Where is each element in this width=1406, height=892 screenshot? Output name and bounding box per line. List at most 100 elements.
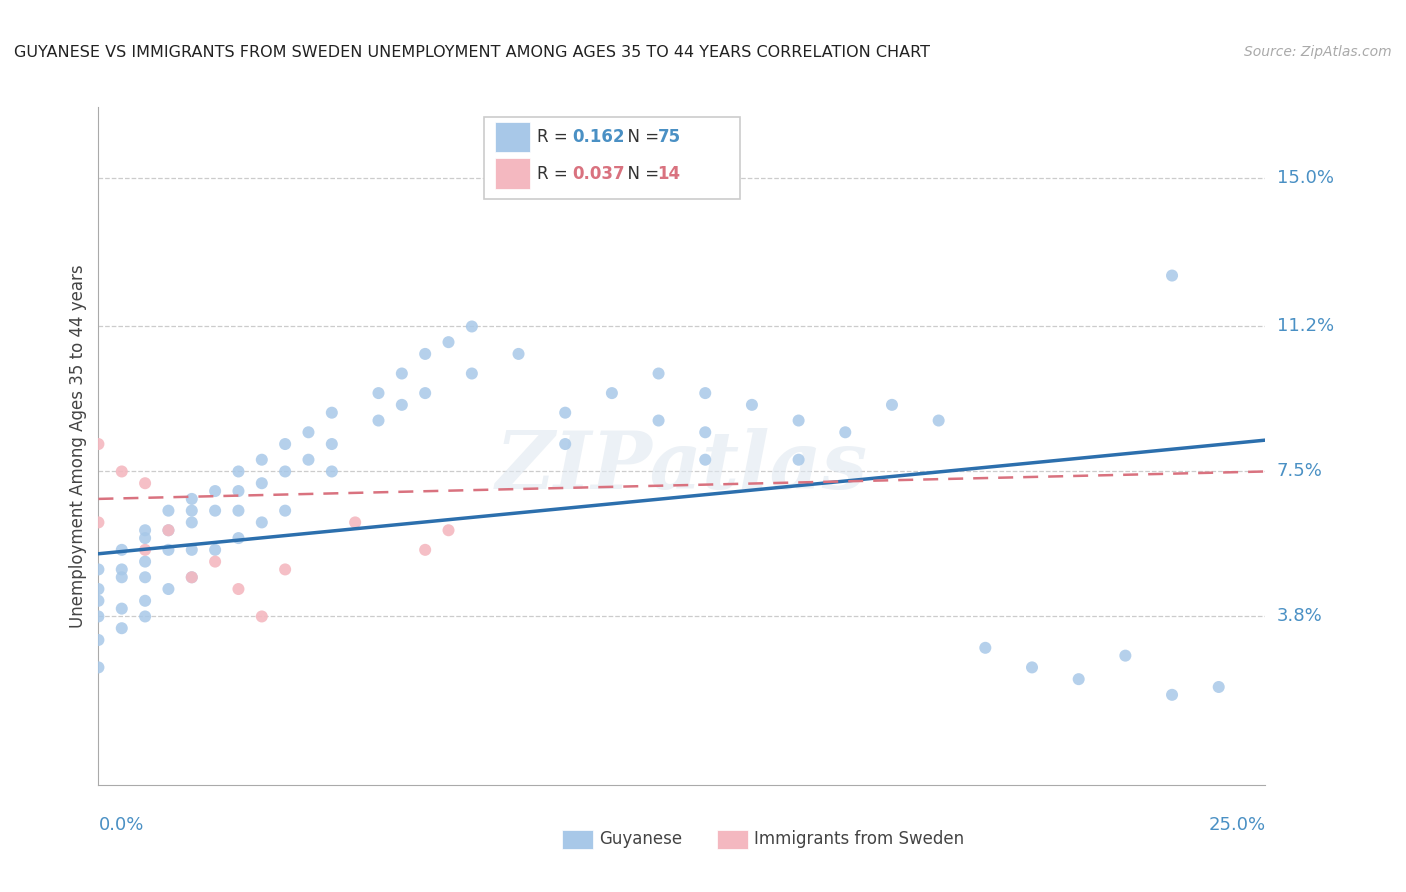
Text: Source: ZipAtlas.com: Source: ZipAtlas.com [1244, 45, 1392, 59]
Point [204, 484, 226, 499]
Text: 25.0%: 25.0% [1208, 815, 1265, 833]
Point [180, 491, 202, 506]
Point [180, 516, 202, 530]
Point [554, 437, 576, 451]
Point [695, 425, 717, 440]
Point [228, 582, 250, 596]
Point [1114, 648, 1136, 663]
Text: N =: N = [617, 164, 664, 183]
Point [1067, 672, 1090, 686]
Point [180, 542, 202, 557]
Text: Guyanese: Guyanese [599, 830, 682, 848]
Point [413, 347, 436, 361]
Point [134, 542, 156, 557]
Point [228, 465, 250, 479]
Point [228, 531, 250, 545]
Point [321, 465, 343, 479]
Point [87, 562, 110, 576]
Point [250, 516, 273, 530]
Point [157, 523, 180, 537]
FancyBboxPatch shape [495, 121, 530, 153]
Point [134, 570, 156, 584]
Text: 14: 14 [658, 164, 681, 183]
Point [437, 335, 460, 350]
Point [928, 413, 950, 427]
Point [461, 367, 484, 381]
Point [157, 582, 180, 596]
Point [413, 386, 436, 401]
Point [111, 601, 134, 615]
Point [413, 542, 436, 557]
Point [274, 437, 297, 451]
Point [87, 516, 110, 530]
Point [180, 570, 202, 584]
Point [111, 621, 134, 635]
Point [111, 570, 134, 584]
Text: N =: N = [617, 128, 664, 146]
Point [1161, 688, 1184, 702]
Point [787, 452, 810, 467]
Text: 7.5%: 7.5% [1277, 462, 1323, 481]
Point [204, 555, 226, 569]
Text: 0.037: 0.037 [572, 164, 624, 183]
FancyBboxPatch shape [495, 158, 530, 189]
Point [321, 406, 343, 420]
Point [787, 413, 810, 427]
Text: 11.2%: 11.2% [1277, 318, 1334, 335]
Point [344, 516, 367, 530]
Point [134, 555, 156, 569]
Point [508, 347, 530, 361]
Point [228, 503, 250, 517]
Point [111, 542, 134, 557]
Point [321, 437, 343, 451]
Point [647, 413, 669, 427]
Point [228, 484, 250, 499]
Point [274, 562, 297, 576]
Text: 15.0%: 15.0% [1277, 169, 1333, 186]
Point [695, 452, 717, 467]
Point [297, 425, 319, 440]
Text: Immigrants from Sweden: Immigrants from Sweden [754, 830, 963, 848]
Point [87, 609, 110, 624]
FancyBboxPatch shape [484, 117, 741, 199]
Point [880, 398, 903, 412]
Text: 0.0%: 0.0% [98, 815, 143, 833]
Point [87, 594, 110, 608]
Y-axis label: Unemployment Among Ages 35 to 44 years: Unemployment Among Ages 35 to 44 years [69, 264, 87, 628]
Point [297, 452, 319, 467]
Point [180, 570, 202, 584]
Point [157, 503, 180, 517]
Text: R =: R = [537, 164, 574, 183]
Point [87, 582, 110, 596]
Point [367, 413, 389, 427]
Point [134, 476, 156, 491]
Point [554, 406, 576, 420]
Point [250, 609, 273, 624]
Point [87, 437, 110, 451]
Point [157, 542, 180, 557]
Point [367, 386, 389, 401]
Point [250, 452, 273, 467]
Point [250, 476, 273, 491]
Point [974, 640, 997, 655]
Point [1021, 660, 1043, 674]
Point [647, 367, 669, 381]
Text: GUYANESE VS IMMIGRANTS FROM SWEDEN UNEMPLOYMENT AMONG AGES 35 TO 44 YEARS CORREL: GUYANESE VS IMMIGRANTS FROM SWEDEN UNEMP… [14, 45, 929, 60]
Point [600, 386, 623, 401]
Text: ZIPatlas: ZIPatlas [496, 427, 868, 505]
Point [87, 632, 110, 647]
Point [437, 523, 460, 537]
Point [134, 594, 156, 608]
Point [111, 465, 134, 479]
Point [741, 398, 763, 412]
Point [274, 465, 297, 479]
Text: 75: 75 [658, 128, 681, 146]
Point [461, 319, 484, 334]
Point [1208, 680, 1230, 694]
Point [134, 609, 156, 624]
Point [87, 660, 110, 674]
Point [391, 398, 413, 412]
Text: R =: R = [537, 128, 574, 146]
Point [157, 523, 180, 537]
Text: 3.8%: 3.8% [1277, 607, 1322, 625]
